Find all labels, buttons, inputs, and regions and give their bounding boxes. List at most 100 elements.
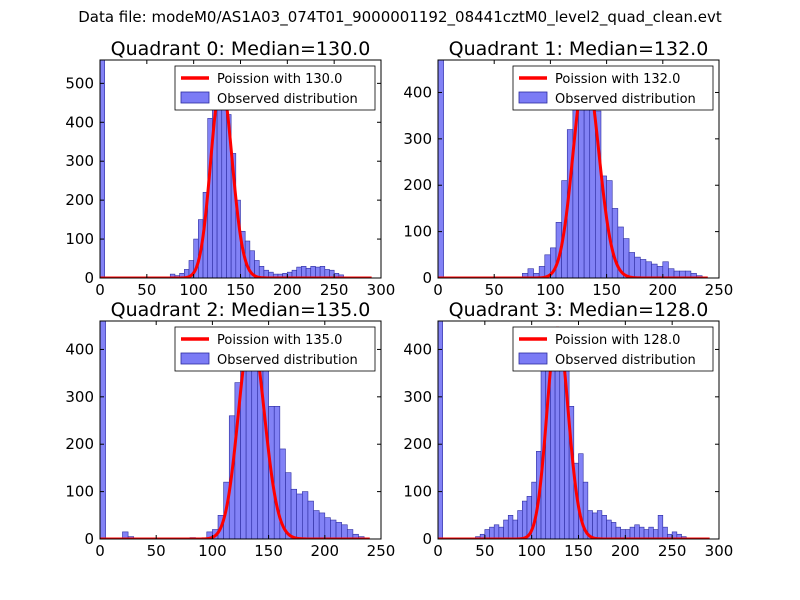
y-tick-label: 400	[403, 83, 432, 101]
histogram-bar	[592, 512, 598, 539]
y-tick-label: 300	[65, 388, 94, 406]
x-tick-label: 50	[147, 542, 166, 560]
x-tick-label: 200	[611, 542, 640, 560]
y-tick-label: 100	[65, 483, 94, 501]
y-tick-label: 200	[65, 435, 94, 453]
histogram-bar	[507, 515, 514, 539]
legend-observed-label: Observed distribution	[555, 92, 696, 107]
subplot-title: Quadrant 3: Median=128.0	[449, 299, 709, 321]
legend: Poission with 130.0 Observed distribution	[174, 65, 376, 111]
poisson-curve	[100, 331, 370, 539]
legend-poisson-label: Poission with 130.0	[217, 72, 342, 87]
legend-poisson-label: Poission with 128.0	[555, 333, 680, 348]
x-tick-label: 250	[658, 542, 687, 560]
x-tick-label: 250	[320, 281, 349, 299]
histogram-bar	[498, 526, 504, 539]
legend: Poission with 135.0 Observed distribution	[174, 326, 376, 372]
histogram-bar	[662, 526, 668, 539]
histogram-bar	[100, 60, 105, 278]
x-tick-label: 300	[367, 281, 396, 299]
legend-observed-swatch	[180, 352, 210, 365]
histogram-bar	[657, 515, 664, 539]
subplot-title: Quadrant 2: Median=135.0	[111, 299, 371, 321]
legend-observed-swatch	[180, 91, 210, 104]
x-tick-label: 100	[198, 542, 227, 560]
histogram-bar	[493, 524, 500, 539]
legend-poisson-label: Poission with 132.0	[555, 72, 680, 87]
axes-frame	[437, 59, 720, 279]
histogram-bar	[489, 526, 495, 539]
x-tick-label: 150	[226, 281, 255, 299]
plot-area	[438, 60, 708, 278]
x-tick-label: 0	[433, 542, 443, 560]
x-tick-label: 100	[517, 542, 546, 560]
poisson-curve	[438, 326, 710, 539]
histogram-bar	[438, 321, 443, 539]
histogram-bar	[438, 60, 444, 278]
y-tick-label: 300	[65, 152, 94, 170]
y-tick-label: 100	[65, 230, 94, 248]
subplot-title: Quadrant 1: Median=132.0	[449, 38, 709, 60]
y-tick-label: 400	[403, 340, 432, 358]
poisson-curve	[438, 70, 708, 278]
x-tick-label: 100	[536, 281, 565, 299]
histogram-bar	[559, 349, 565, 539]
y-tick-label: 400	[65, 113, 94, 131]
plot-area	[100, 321, 370, 539]
y-tick-label: 200	[403, 176, 432, 194]
histogram-bar	[606, 519, 612, 539]
x-tick-label: 0	[433, 281, 443, 299]
histogram-bar	[648, 526, 654, 539]
x-tick-label: 50	[485, 281, 504, 299]
legend-poisson-label: Poission with 135.0	[217, 333, 342, 348]
histogram-bar	[596, 510, 603, 539]
x-tick-label: 250	[367, 542, 396, 560]
x-tick-label: 200	[310, 542, 339, 560]
axes-frame	[99, 320, 382, 540]
x-tick-label: 150	[564, 542, 593, 560]
histogram-bar	[639, 526, 645, 539]
figure-suptitle: Data file: modeM0/AS1A03_074T01_90000011…	[78, 8, 722, 26]
y-tick-label: 0	[422, 269, 432, 287]
y-tick-label: 400	[65, 340, 94, 358]
x-tick-label: 150	[254, 542, 283, 560]
histogram-bar	[601, 515, 607, 539]
x-tick-label: 150	[592, 281, 621, 299]
histogram-bar	[512, 519, 518, 539]
y-tick-label: 100	[403, 483, 432, 501]
histogram-bar	[615, 526, 621, 539]
histogram-bar	[610, 522, 617, 539]
x-tick-label: 50	[137, 281, 156, 299]
y-tick-label: 0	[422, 530, 432, 548]
histogram-bar	[521, 500, 528, 539]
legend-observed-label: Observed distribution	[555, 353, 696, 368]
x-tick-label: 50	[475, 542, 494, 560]
histogram-bar	[634, 524, 640, 539]
y-tick-label: 100	[403, 223, 432, 241]
histogram-bar	[517, 510, 523, 539]
x-tick-label: 200	[648, 281, 677, 299]
histogram-bar	[503, 519, 509, 539]
legend-observed-label: Observed distribution	[217, 353, 358, 368]
x-tick-label: 250	[705, 281, 734, 299]
subplot-title: Quadrant 0: Median=130.0	[111, 38, 371, 60]
y-tick-label: 0	[84, 269, 94, 287]
x-tick-label: 0	[95, 281, 105, 299]
histogram-bar	[629, 526, 635, 539]
y-tick-label: 300	[403, 130, 432, 148]
legend-observed-swatch	[518, 91, 548, 104]
y-tick-label: 500	[65, 74, 94, 92]
legend: Poission with 128.0 Observed distribution	[512, 326, 714, 372]
poisson-curve	[100, 81, 372, 278]
y-tick-label: 200	[65, 191, 94, 209]
x-tick-label: 100	[179, 281, 208, 299]
legend: Poission with 132.0 Observed distribution	[512, 65, 714, 111]
y-tick-label: 200	[403, 435, 432, 453]
y-tick-label: 0	[84, 530, 94, 548]
histogram-bar	[100, 321, 106, 539]
y-tick-label: 300	[403, 388, 432, 406]
x-tick-label: 300	[705, 542, 734, 560]
